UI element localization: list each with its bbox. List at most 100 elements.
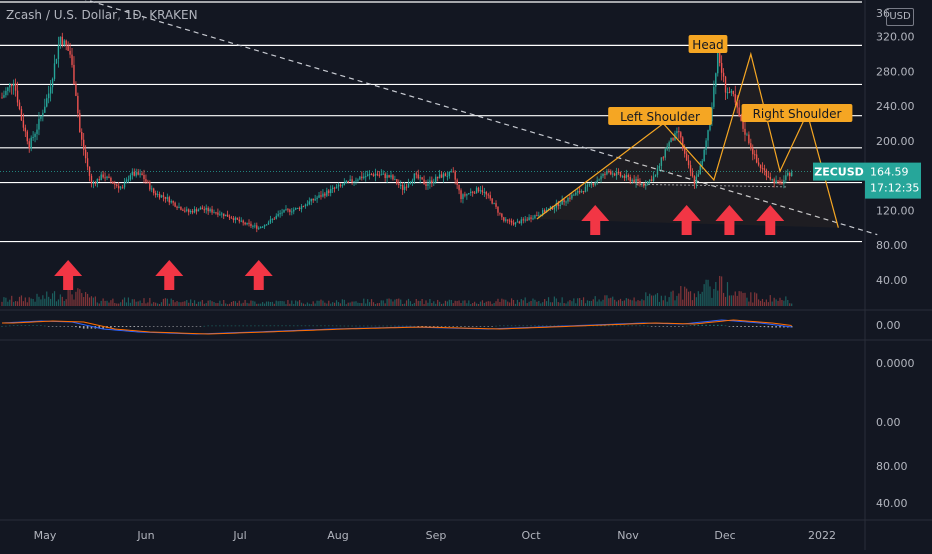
candle-body[interactable] — [553, 207, 556, 210]
candle-body[interactable] — [668, 142, 670, 147]
candle-body[interactable] — [536, 215, 538, 217]
candle-body[interactable] — [118, 185, 120, 189]
candle-body[interactable] — [647, 181, 649, 185]
candle-body[interactable] — [259, 227, 262, 229]
candle-body[interactable] — [497, 206, 499, 213]
candle-body[interactable] — [121, 187, 124, 189]
candle-body[interactable] — [318, 195, 320, 198]
candle-body[interactable] — [106, 176, 108, 179]
candle-body[interactable] — [783, 179, 785, 184]
candle-body[interactable] — [748, 134, 750, 144]
candle-body[interactable] — [135, 172, 137, 176]
candle-body[interactable] — [351, 179, 353, 182]
candle-body[interactable] — [86, 158, 89, 167]
candle-body[interactable] — [335, 186, 338, 189]
candle-body[interactable] — [773, 179, 775, 184]
candle-body[interactable] — [153, 188, 155, 194]
candle-body[interactable] — [386, 175, 388, 179]
candle-body[interactable] — [16, 90, 19, 103]
candle-body[interactable] — [238, 219, 240, 222]
candle-body[interactable] — [477, 187, 480, 192]
candle-body[interactable] — [781, 182, 783, 184]
candle-body[interactable] — [81, 131, 83, 140]
candle-body[interactable] — [740, 116, 742, 121]
candle-body[interactable] — [563, 199, 565, 202]
candle-body[interactable] — [312, 198, 314, 201]
candle-body[interactable] — [215, 212, 217, 214]
candle-body[interactable] — [331, 187, 334, 190]
candle-body[interactable] — [390, 175, 392, 178]
candle-body[interactable] — [355, 180, 357, 182]
candle-body[interactable] — [246, 222, 248, 225]
candle-body[interactable] — [326, 190, 328, 196]
candle-body[interactable] — [715, 73, 717, 87]
candle-body[interactable] — [77, 95, 79, 114]
candle-body[interactable] — [672, 137, 674, 141]
candle-body[interactable] — [174, 202, 176, 207]
candle-body[interactable] — [713, 86, 715, 107]
candle-body[interactable] — [250, 223, 252, 227]
candle-body[interactable] — [320, 195, 322, 197]
candle-body[interactable] — [411, 180, 414, 183]
candle-body[interactable] — [12, 83, 15, 87]
candle-body[interactable] — [759, 164, 762, 169]
candle-body[interactable] — [687, 160, 690, 166]
candle-body[interactable] — [176, 206, 178, 208]
candle-body[interactable] — [444, 173, 447, 177]
candle-body[interactable] — [499, 212, 501, 214]
candle-body[interactable] — [199, 207, 202, 210]
candle-body[interactable] — [26, 131, 28, 142]
candle-body[interactable] — [277, 214, 279, 216]
candle-body[interactable] — [84, 149, 87, 159]
candle-body[interactable] — [398, 183, 400, 185]
candle-body[interactable] — [376, 173, 379, 175]
candle-body[interactable] — [131, 171, 134, 176]
candle-body[interactable] — [139, 173, 141, 175]
candle-body[interactable] — [621, 175, 624, 177]
candle-body[interactable] — [475, 187, 478, 194]
candle-body[interactable] — [365, 176, 367, 178]
candle-body[interactable] — [631, 179, 633, 182]
candle-body[interactable] — [252, 225, 254, 227]
candle-body[interactable] — [565, 201, 567, 203]
candle-body[interactable] — [44, 106, 46, 113]
candle-body[interactable] — [226, 214, 229, 217]
candle-body[interactable] — [777, 180, 779, 182]
candle-body[interactable] — [219, 214, 221, 216]
candle-body[interactable] — [294, 208, 297, 210]
candle-body[interactable] — [394, 179, 396, 181]
candle-body[interactable] — [182, 209, 184, 211]
candle-body[interactable] — [372, 174, 375, 176]
candle-body[interactable] — [761, 168, 764, 170]
candle-body[interactable] — [296, 207, 299, 209]
candle-body[interactable] — [316, 197, 318, 200]
candle-body[interactable] — [59, 36, 62, 46]
candle-body[interactable] — [189, 211, 192, 213]
candle-body[interactable] — [224, 214, 227, 217]
candle-body[interactable] — [9, 84, 11, 88]
candle-body[interactable] — [409, 182, 412, 184]
candle-body[interactable] — [678, 131, 680, 133]
candle-body[interactable] — [7, 87, 9, 91]
candle-body[interactable] — [384, 173, 386, 179]
candle-body[interactable] — [345, 180, 347, 184]
candle-body[interactable] — [522, 219, 524, 221]
candle-body[interactable] — [104, 177, 106, 179]
candle-body[interactable] — [691, 172, 694, 177]
candle-body[interactable] — [641, 183, 643, 185]
candle-body[interactable] — [452, 171, 454, 173]
candle-body[interactable] — [242, 220, 244, 223]
candle-body[interactable] — [569, 197, 571, 199]
candle-body[interactable] — [100, 174, 102, 181]
candle-body[interactable] — [538, 215, 540, 217]
candle-body[interactable] — [654, 174, 657, 177]
candle-body[interactable] — [787, 173, 789, 176]
candle-body[interactable] — [258, 227, 260, 229]
candle-body[interactable] — [580, 191, 583, 193]
candle-body[interactable] — [221, 213, 223, 215]
candle-body[interactable] — [637, 178, 639, 182]
candle-body[interactable] — [304, 204, 307, 207]
candle-body[interactable] — [141, 173, 143, 175]
candle-body[interactable] — [458, 184, 460, 191]
